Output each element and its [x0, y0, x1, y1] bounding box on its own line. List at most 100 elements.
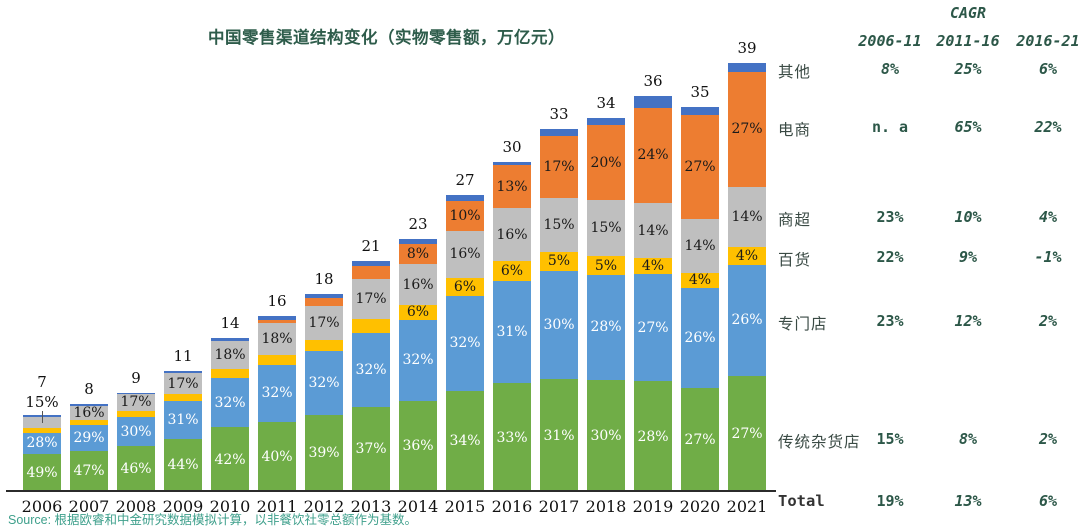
segment-department-2017: 5% [540, 252, 578, 271]
segment-label: 36% [402, 438, 434, 455]
segment-other-2015 [446, 195, 484, 201]
segment-grocery-2020: 27% [681, 388, 719, 492]
segment-label: 27% [731, 121, 763, 138]
segment-label: 34% [449, 433, 481, 450]
segment-supermarket-2015: 16% [446, 230, 484, 279]
bar-2011: 16 18% 32% 40% [258, 294, 296, 492]
x-axis-line [6, 490, 776, 492]
segment-label: 20% [590, 154, 622, 171]
segment-supermarket-2009: 17% [164, 373, 202, 394]
cagr-value-grocery-2006-11: 15% [876, 430, 904, 448]
segment-specialty-2019: 27% [634, 274, 672, 382]
segment-department-2010 [211, 368, 249, 379]
cagr-column-header-2006-11: 2006-11 [858, 32, 922, 50]
segment-label: 16% [449, 246, 481, 263]
segment-ecommerce-2021: 27% [728, 71, 766, 188]
cagr-value-other-2011-16: 25% [954, 60, 982, 78]
segment-label: 24% [637, 147, 669, 164]
segment-label: 31% [167, 411, 199, 428]
segment-ecommerce-2017: 17% [540, 136, 578, 198]
segment-supermarket-2008: 17% [117, 393, 155, 411]
segment-supermarket-2012: 17% [305, 305, 343, 340]
legend-label-supermarket: 商超 [778, 212, 812, 229]
segment-ecommerce-2016: 13% [493, 165, 531, 209]
x-axis-label: 2015 [444, 497, 486, 516]
segment-supermarket-2016: 16% [493, 208, 531, 261]
segment-label: 15% [543, 217, 575, 234]
segment-grocery-2009: 44% [164, 438, 202, 492]
segment-grocery-2015: 34% [446, 390, 484, 492]
cagr-value-supermarket-2016-21: 4% [1038, 208, 1058, 226]
segment-label: 17% [355, 291, 387, 308]
segment-other-2011 [258, 316, 296, 320]
x-axis-label: 2011 [256, 497, 298, 516]
legend-label-other: 其他 [778, 64, 812, 81]
cagr-value-specialty-2016-21: 2% [1038, 312, 1058, 330]
segment-label: 4% [641, 258, 665, 275]
bar-2014: 23 8% 16% 6% 32% 36% [399, 217, 437, 492]
segment-label: 32% [261, 385, 293, 402]
x-axis-label: 2012 [303, 497, 345, 516]
x-axis-label: 2017 [538, 497, 580, 516]
bar-total-label: 23 [408, 215, 428, 233]
segment-specialty-2013: 32% [352, 332, 390, 407]
bar-total-label: 39 [737, 39, 757, 57]
segment-label: 27% [684, 431, 716, 448]
x-axis-label: 2009 [162, 497, 204, 516]
segment-other-2012 [305, 294, 343, 298]
segment-specialty-2017: 30% [540, 270, 578, 380]
segment-other-2007 [70, 404, 108, 406]
segment-other-2020 [681, 107, 719, 115]
segment-label: 15% [590, 220, 622, 237]
segment-supermarket-2011: 18% [258, 323, 296, 355]
segment-supermarket-2020: 14% [681, 218, 719, 273]
segment-specialty-2012: 32% [305, 351, 343, 415]
segment-department-2016: 6% [493, 260, 531, 281]
segment-supermarket-2013: 17% [352, 279, 390, 319]
segment-label: 5% [547, 253, 571, 270]
segment-label: 10% [449, 207, 481, 224]
segment-other-2014 [399, 239, 437, 245]
segment-other-2013 [352, 261, 390, 266]
segment-label: 16% [73, 404, 105, 421]
segment-specialty-2011: 32% [258, 365, 296, 422]
bar-total-label: 27 [455, 171, 475, 189]
bar-2013: 21 17% 32% 37% [352, 239, 390, 492]
cagr-value-department-2011-16: 9% [958, 248, 978, 266]
segment-label: 16% [402, 276, 434, 293]
segment-department-2011 [258, 354, 296, 366]
x-axis-label: 2020 [679, 497, 721, 516]
bar-total-label: 11 [173, 347, 193, 365]
segment-label: 27% [731, 426, 763, 443]
x-axis-label: 2007 [68, 497, 110, 516]
segment-label: 30% [543, 316, 575, 333]
cagr-column-header-2016-21: 2016-21 [1016, 32, 1080, 50]
segment-label: 4% [688, 272, 712, 289]
segment-label: 31% [496, 323, 528, 340]
segment-label: 32% [355, 361, 387, 378]
segment-label: 31% [543, 427, 575, 444]
segment-label: 32% [402, 352, 434, 369]
segment-ecommerce-2014: 8% [399, 244, 437, 265]
cagr-value-total-2006-11: 19% [876, 492, 904, 510]
segment-label: 46% [120, 461, 152, 478]
segment-grocery-2011: 40% [258, 421, 296, 492]
segment-grocery-2017: 31% [540, 379, 578, 492]
segment-supermarket-2010: 18% [211, 341, 249, 369]
bar-total-label: 34 [596, 94, 616, 112]
segment-specialty-2006: 28% [23, 432, 61, 455]
segment-other-2017 [540, 129, 578, 137]
bar-total-label: 35 [690, 83, 710, 101]
segment-label: 30% [120, 423, 152, 440]
bar-total-label: 7 [37, 373, 47, 391]
segment-specialty-2007: 29% [70, 425, 108, 451]
segment-label: 5% [594, 257, 618, 274]
bar-2016: 30 13% 16% 6% 31% 33% [493, 140, 531, 492]
x-axis-label: 2008 [115, 497, 157, 516]
segment-label: 28% [26, 435, 58, 452]
x-axis-label: 2013 [350, 497, 392, 516]
segment-label: 26% [684, 329, 716, 346]
segment-specialty-2009: 31% [164, 401, 202, 439]
segment-label: 28% [590, 319, 622, 336]
cagr-value-ecommerce-2011-16: 65% [954, 118, 982, 136]
